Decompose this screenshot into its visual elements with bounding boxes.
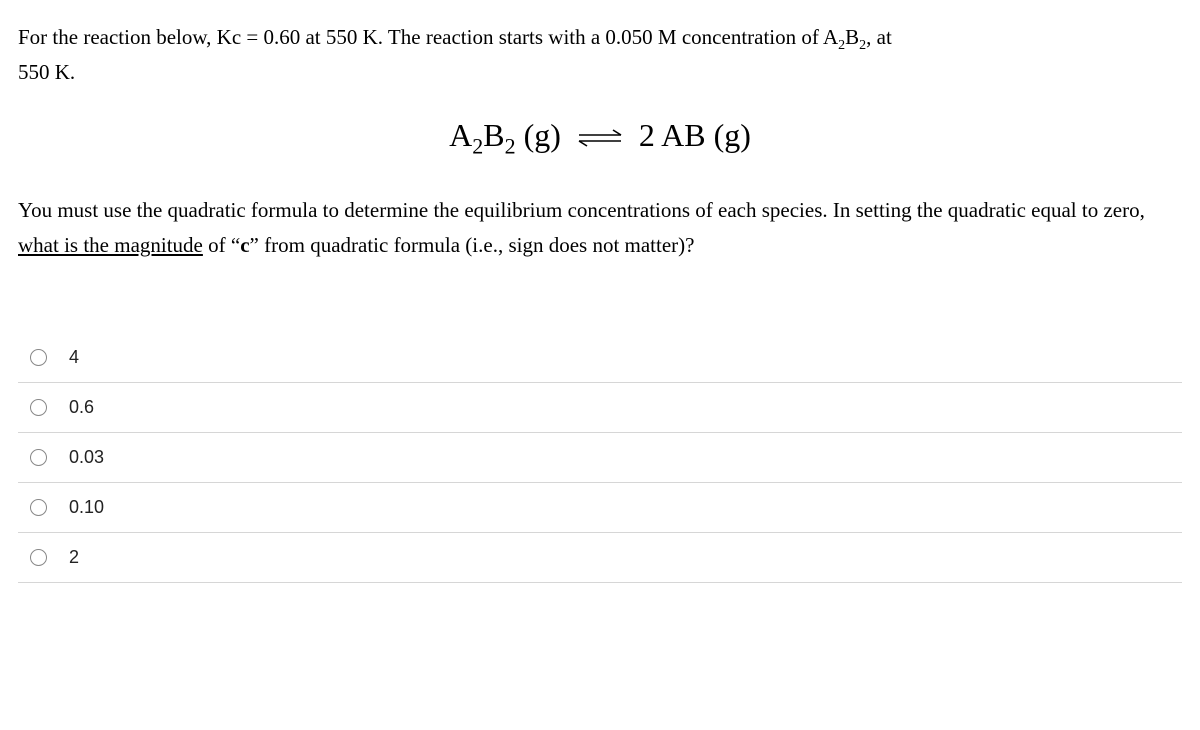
eq-lhs-A: A [449,117,472,153]
instruction-part3: ” from quadratic formula (i.e., sign doe… [250,233,695,257]
question-line1-mid: B [845,25,859,49]
eq-lhs-phase: (g) [516,117,569,153]
eq-lhs-B: B [483,117,504,153]
instruction-part2: of “ [203,233,240,257]
radio-icon [30,399,47,416]
question-line2: 550 K. [18,60,75,84]
radio-icon [30,499,47,516]
option-3[interactable]: 0.10 [18,483,1182,533]
option-label: 2 [69,547,79,568]
option-label: 0.10 [69,497,104,518]
instruction-underlined: what is the magnitude [18,233,203,257]
option-1[interactable]: 0.6 [18,383,1182,433]
option-label: 0.6 [69,397,94,418]
eq-lhs-sub1: 2 [472,134,483,159]
option-4[interactable]: 2 [18,533,1182,583]
radio-icon [30,449,47,466]
question-line1-prefix: For the reaction below, Kc = 0.60 at 550… [18,25,838,49]
question-line1-suffix: , at [866,25,892,49]
radio-icon [30,349,47,366]
option-label: 4 [69,347,79,368]
reaction-equation: A2B2 (g) 2 AB (g) [18,117,1182,157]
option-2[interactable]: 0.03 [18,433,1182,483]
question-prompt: For the reaction below, Kc = 0.60 at 550… [18,20,1182,89]
eq-rhs: 2 AB (g) [631,117,751,153]
equilibrium-arrow-icon [577,120,623,157]
option-0[interactable]: 4 [18,333,1182,383]
radio-icon [30,549,47,566]
option-label: 0.03 [69,447,104,468]
eq-lhs-sub2: 2 [505,134,516,159]
instruction-bold-c: c [240,233,249,257]
instruction-part1: You must use the quadratic formula to de… [18,198,1145,222]
options-list: 4 0.6 0.03 0.10 2 [18,333,1182,583]
instruction-text: You must use the quadratic formula to de… [18,193,1182,262]
